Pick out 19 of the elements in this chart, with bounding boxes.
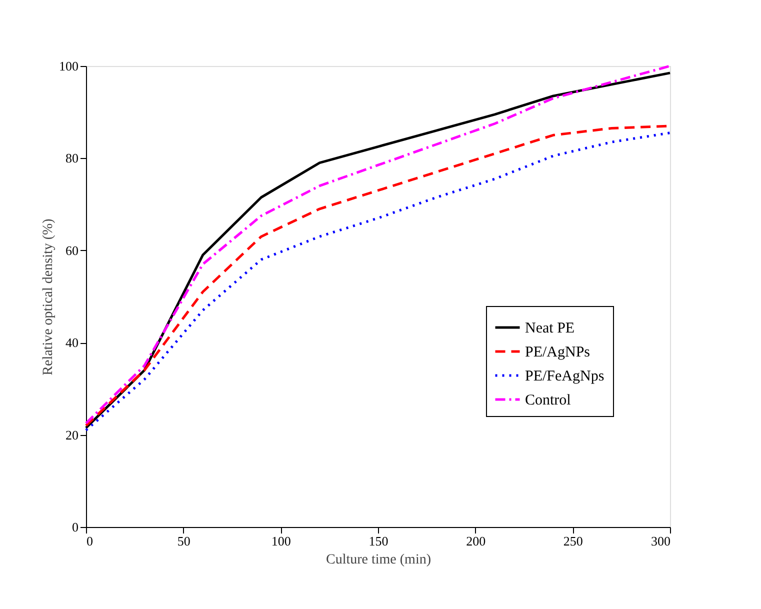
x-tick-label: 50 [177, 534, 190, 548]
x-tick-label: 250 [563, 534, 583, 548]
y-tick-label: 0 [72, 520, 78, 534]
legend-label: Control [525, 392, 571, 408]
legend-label: Neat PE [525, 320, 575, 336]
y-axis-title: Relative optical density (%) [41, 218, 56, 376]
y-tick-label: 80 [66, 150, 78, 166]
x-tick-label: 150 [368, 534, 388, 548]
y-tick-label: 60 [66, 242, 78, 258]
x-tick-label: 200 [466, 534, 486, 548]
y-tick-label: 40 [66, 335, 78, 350]
legend-label: PE/AgNPs [525, 344, 590, 360]
y-tick-label: 100 [59, 58, 78, 74]
legend-label: PE/FeAgNps [525, 368, 604, 384]
y-tick-label: 20 [66, 427, 78, 442]
x-tick-label: 300 [651, 534, 670, 548]
x-tick-label: 0 [86, 534, 93, 548]
x-tick-label: 100 [271, 534, 291, 548]
x-axis-title: Culture time (min) [326, 552, 432, 568]
